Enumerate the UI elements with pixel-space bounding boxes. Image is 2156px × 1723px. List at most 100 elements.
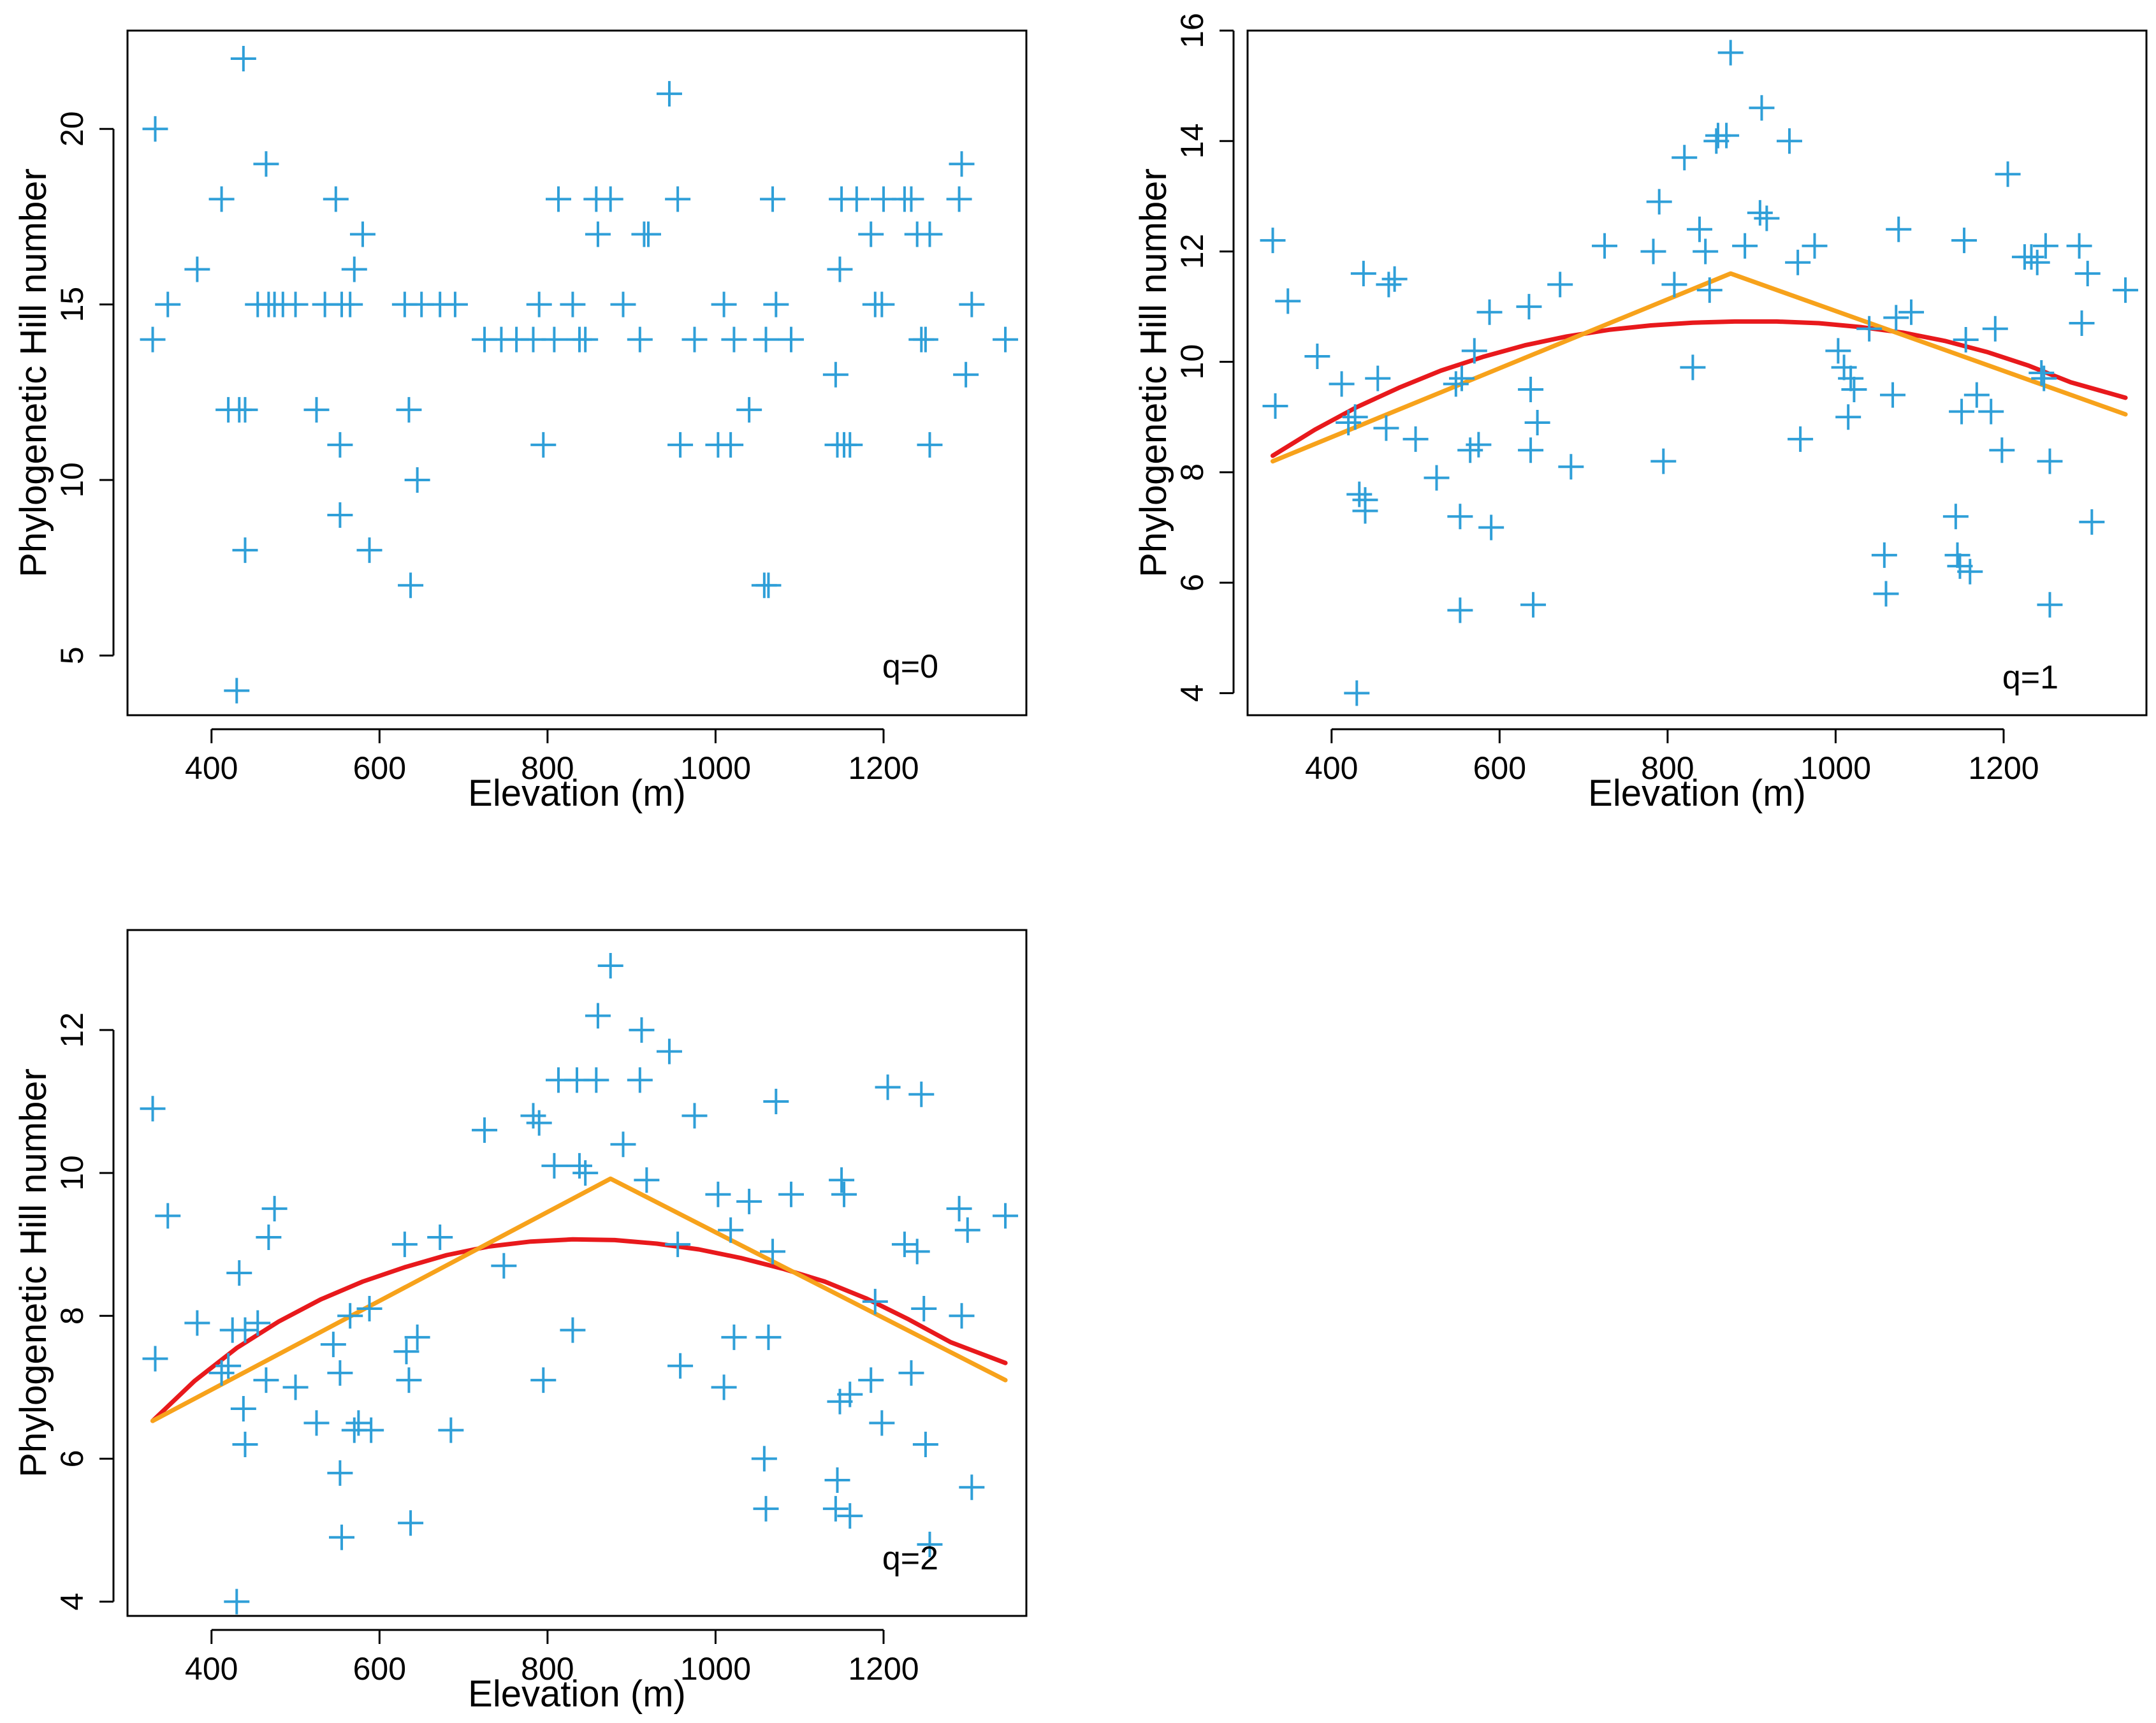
data-point bbox=[1732, 233, 1758, 259]
data-point bbox=[323, 186, 349, 212]
y-tick-label: 4 bbox=[54, 1593, 90, 1611]
data-point bbox=[327, 1460, 353, 1486]
data-point bbox=[337, 1303, 363, 1329]
data-point bbox=[610, 291, 636, 317]
data-point bbox=[831, 1181, 857, 1207]
data-point bbox=[1880, 382, 1906, 408]
data-point bbox=[1947, 553, 1973, 579]
data-point bbox=[356, 537, 382, 563]
data-point bbox=[349, 221, 375, 247]
data-point bbox=[2113, 277, 2139, 303]
data-point bbox=[530, 432, 557, 458]
data-point bbox=[155, 1203, 181, 1229]
data-point bbox=[1466, 432, 1492, 458]
data-point bbox=[1520, 592, 1547, 618]
data-point bbox=[346, 1410, 372, 1436]
data-point bbox=[718, 1217, 744, 1243]
data-point bbox=[1686, 216, 1712, 242]
data-point bbox=[753, 326, 779, 353]
data-point bbox=[1476, 299, 1503, 325]
data-point bbox=[908, 1081, 935, 1107]
data-point bbox=[898, 186, 924, 212]
data-point bbox=[1461, 338, 1487, 364]
data-point bbox=[778, 1181, 805, 1207]
data-point bbox=[1350, 261, 1376, 287]
data-point bbox=[1785, 249, 1811, 275]
data-point bbox=[1696, 277, 1723, 303]
segmented-fit-line bbox=[1271, 271, 2128, 464]
data-point bbox=[760, 1239, 786, 1265]
data-point bbox=[230, 1395, 256, 1421]
data-point bbox=[566, 1152, 592, 1179]
chart-panel-2: 400 600 800 1000 1200 Elevation (m) 4 6 8 10 12 14 1… bbox=[1133, 13, 2148, 814]
data-point bbox=[736, 396, 762, 423]
data-point bbox=[327, 1360, 353, 1386]
data-point bbox=[1776, 128, 1802, 154]
data-point bbox=[1873, 581, 1899, 607]
data-point bbox=[829, 1167, 855, 1193]
x-tick-label: 1200 bbox=[848, 750, 919, 786]
data-point bbox=[656, 81, 682, 107]
data-point bbox=[1373, 415, 1399, 441]
data-point bbox=[760, 186, 786, 212]
data-point bbox=[1871, 542, 1897, 568]
data-point bbox=[1835, 404, 1861, 430]
y-tick-label: 12 bbox=[54, 1012, 90, 1048]
x-axis-title: Elevation (m) bbox=[468, 1673, 686, 1715]
data-point bbox=[1714, 122, 1740, 149]
data-point bbox=[763, 291, 789, 317]
data-point bbox=[993, 326, 1019, 353]
data-point bbox=[667, 432, 694, 458]
data-point bbox=[822, 1495, 849, 1522]
x-axis-title: Elevation (m) bbox=[468, 773, 686, 814]
data-point bbox=[472, 1117, 498, 1143]
data-point bbox=[1518, 437, 1544, 463]
data-point bbox=[583, 1067, 609, 1093]
data-point bbox=[875, 1074, 901, 1100]
x-tick-label: 1000 bbox=[680, 1651, 751, 1687]
data-point bbox=[398, 1510, 424, 1536]
data-point bbox=[898, 1360, 924, 1386]
x-tick-label: 600 bbox=[353, 1651, 406, 1687]
data-point bbox=[827, 1388, 853, 1414]
data-point bbox=[778, 326, 805, 353]
data-point bbox=[705, 1181, 731, 1207]
data-point bbox=[404, 1324, 430, 1350]
data-point bbox=[1693, 238, 1719, 265]
data-point bbox=[1329, 371, 1355, 397]
data-point bbox=[1376, 272, 1402, 298]
data-point bbox=[837, 1381, 863, 1407]
data-point bbox=[1447, 504, 1473, 530]
x-tick-label: 1000 bbox=[680, 750, 751, 786]
chart-panel-1: 400 600 800 1000 1200 Elevation (m) 5 10 15 20Phy… bbox=[13, 29, 1028, 814]
data-point bbox=[711, 291, 737, 317]
y-tick-label: 5 bbox=[54, 646, 90, 664]
data-point bbox=[1365, 365, 1391, 391]
data-point bbox=[1424, 465, 1450, 491]
x-tick-label: 600 bbox=[1473, 750, 1526, 786]
data-point bbox=[329, 1524, 355, 1550]
data-point bbox=[572, 1160, 599, 1186]
data-point bbox=[1344, 680, 1370, 706]
data-point bbox=[1592, 233, 1618, 259]
data-point bbox=[140, 326, 166, 353]
data-point bbox=[520, 1103, 546, 1129]
data-point bbox=[404, 467, 430, 493]
data-point bbox=[2024, 249, 2050, 275]
data-point bbox=[226, 1260, 252, 1286]
data-point bbox=[398, 572, 424, 599]
data-point bbox=[858, 1367, 884, 1393]
data-point bbox=[358, 1417, 384, 1443]
data-point bbox=[224, 1589, 250, 1615]
data-point bbox=[1982, 316, 2008, 342]
data-point bbox=[912, 1432, 938, 1457]
data-point bbox=[560, 291, 586, 317]
data-point bbox=[751, 1446, 777, 1472]
data-point bbox=[356, 1296, 382, 1322]
data-point bbox=[2069, 310, 2095, 337]
y-axis-title: Phylogenetic Hill number bbox=[13, 168, 54, 578]
data-point bbox=[327, 432, 353, 458]
data-point bbox=[337, 291, 363, 317]
data-point bbox=[1640, 238, 1666, 265]
data-point bbox=[1963, 382, 1990, 408]
